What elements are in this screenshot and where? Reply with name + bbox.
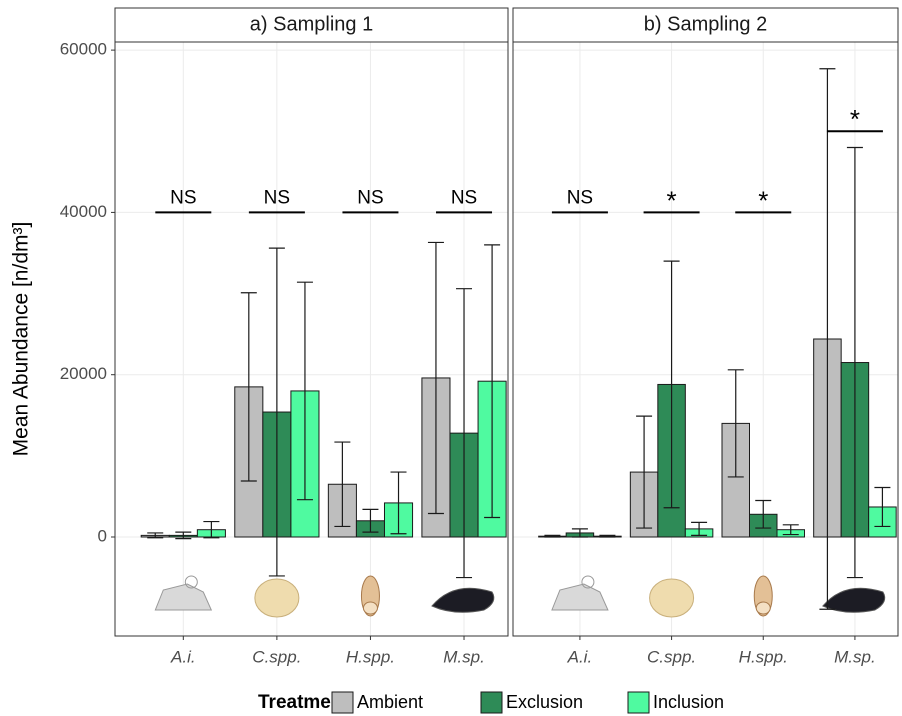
panel-border (115, 42, 508, 636)
x-tick-label: C.spp. (647, 647, 696, 666)
legend-label: Inclusion (653, 692, 724, 712)
y-tick-label: 0 (98, 526, 107, 545)
icon (255, 579, 299, 617)
y-tick-label: 20000 (60, 364, 107, 383)
significance-label: NS (451, 187, 477, 208)
significance-label: * (667, 185, 677, 215)
x-tick-label: A.i. (567, 647, 593, 666)
icon (363, 602, 377, 614)
icon (155, 584, 211, 610)
legend-label: Exclusion (506, 692, 583, 712)
page: Mean Abundance [n/dm³] Treatment a) Samp… (0, 0, 902, 716)
x-tick-label: M.sp. (443, 647, 485, 666)
x-tick-label: H.spp. (739, 647, 788, 666)
icon (756, 602, 770, 614)
y-tick-label: 60000 (60, 40, 107, 59)
icon (432, 588, 494, 612)
y-tick-label: 40000 (60, 202, 107, 221)
x-tick-label: H.spp. (346, 647, 395, 666)
significance-label: * (850, 104, 860, 134)
x-tick-label: A.i. (170, 647, 196, 666)
chart: Mean Abundance [n/dm³] Treatment a) Samp… (0, 0, 902, 716)
legend-label: Ambient (357, 692, 423, 712)
icon (650, 579, 694, 617)
x-tick-label: M.sp. (834, 647, 876, 666)
icon (552, 584, 608, 610)
legend-swatch (481, 692, 502, 713)
y-axis-label: Mean Abundance [n/dm³] (10, 222, 33, 457)
x-tick-label: C.spp. (252, 647, 301, 666)
panel-title: a) Sampling 1 (250, 13, 373, 35)
panel-title: b) Sampling 2 (644, 13, 767, 35)
legend-swatch (332, 692, 353, 713)
significance-label: NS (264, 187, 290, 208)
significance-label: * (758, 185, 768, 215)
legend-swatch (628, 692, 649, 713)
significance-label: NS (357, 187, 383, 208)
significance-label: NS (170, 187, 196, 208)
significance-label: NS (567, 187, 593, 208)
